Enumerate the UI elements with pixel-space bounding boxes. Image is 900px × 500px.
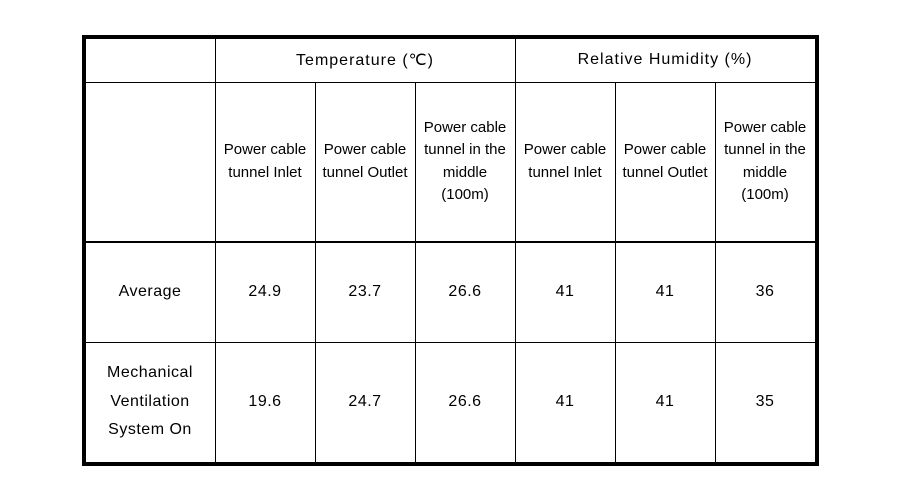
cell-value: 24.7 bbox=[315, 342, 415, 462]
cell-value: 26.6 bbox=[415, 342, 515, 462]
row-label-mech-vent: Mechanical Ventilation System On bbox=[85, 342, 215, 462]
cell-value: 41 bbox=[615, 242, 715, 342]
cell-value: 41 bbox=[515, 242, 615, 342]
header-group-temperature: Temperature (℃) bbox=[215, 38, 515, 82]
cell-value: 24.9 bbox=[215, 242, 315, 342]
table-header-groups: Temperature (℃) Relative Humidity (%) bbox=[85, 38, 815, 82]
measurements-table-container: Temperature (℃) Relative Humidity (%) Po… bbox=[82, 35, 819, 466]
cell-value: 35 bbox=[715, 342, 815, 462]
subheader-label: Power cable tunnel Inlet bbox=[524, 141, 607, 181]
table-header-subcolumns: Power cable tunnel Inlet Power cable tun… bbox=[85, 82, 815, 242]
subheader-label: Power cable tunnel Inlet bbox=[224, 141, 307, 181]
measurements-table: Temperature (℃) Relative Humidity (%) Po… bbox=[85, 38, 816, 463]
subheader-hum-outlet: Power cable tunnel Outlet bbox=[615, 82, 715, 242]
header-group-humidity: Relative Humidity (%) bbox=[515, 38, 815, 82]
header-blank bbox=[85, 38, 215, 82]
subheader-label: Power cable tunnel Outlet bbox=[322, 141, 407, 181]
cell-value: 23.7 bbox=[315, 242, 415, 342]
cell-value: 36 bbox=[715, 242, 815, 342]
subheader-label: Power cable tunnel Outlet bbox=[622, 141, 707, 181]
subheader-label: Power cable tunnel in the middle (100m) bbox=[424, 119, 507, 204]
subheader-label: Power cable tunnel in the middle (100m) bbox=[724, 119, 807, 204]
cell-value: 19.6 bbox=[215, 342, 315, 462]
table-row: Average 24.9 23.7 26.6 41 41 36 bbox=[85, 242, 815, 342]
cell-value: 41 bbox=[615, 342, 715, 462]
subheader-blank bbox=[85, 82, 215, 242]
subheader-temp-outlet: Power cable tunnel Outlet bbox=[315, 82, 415, 242]
subheader-temp-middle: Power cable tunnel in the middle (100m) bbox=[415, 82, 515, 242]
row-label-average: Average bbox=[85, 242, 215, 342]
table-row: Mechanical Ventilation System On 19.6 24… bbox=[85, 342, 815, 462]
subheader-hum-middle: Power cable tunnel in the middle (100m) bbox=[715, 82, 815, 242]
subheader-hum-inlet: Power cable tunnel Inlet bbox=[515, 82, 615, 242]
cell-value: 41 bbox=[515, 342, 615, 462]
cell-value: 26.6 bbox=[415, 242, 515, 342]
subheader-temp-inlet: Power cable tunnel Inlet bbox=[215, 82, 315, 242]
